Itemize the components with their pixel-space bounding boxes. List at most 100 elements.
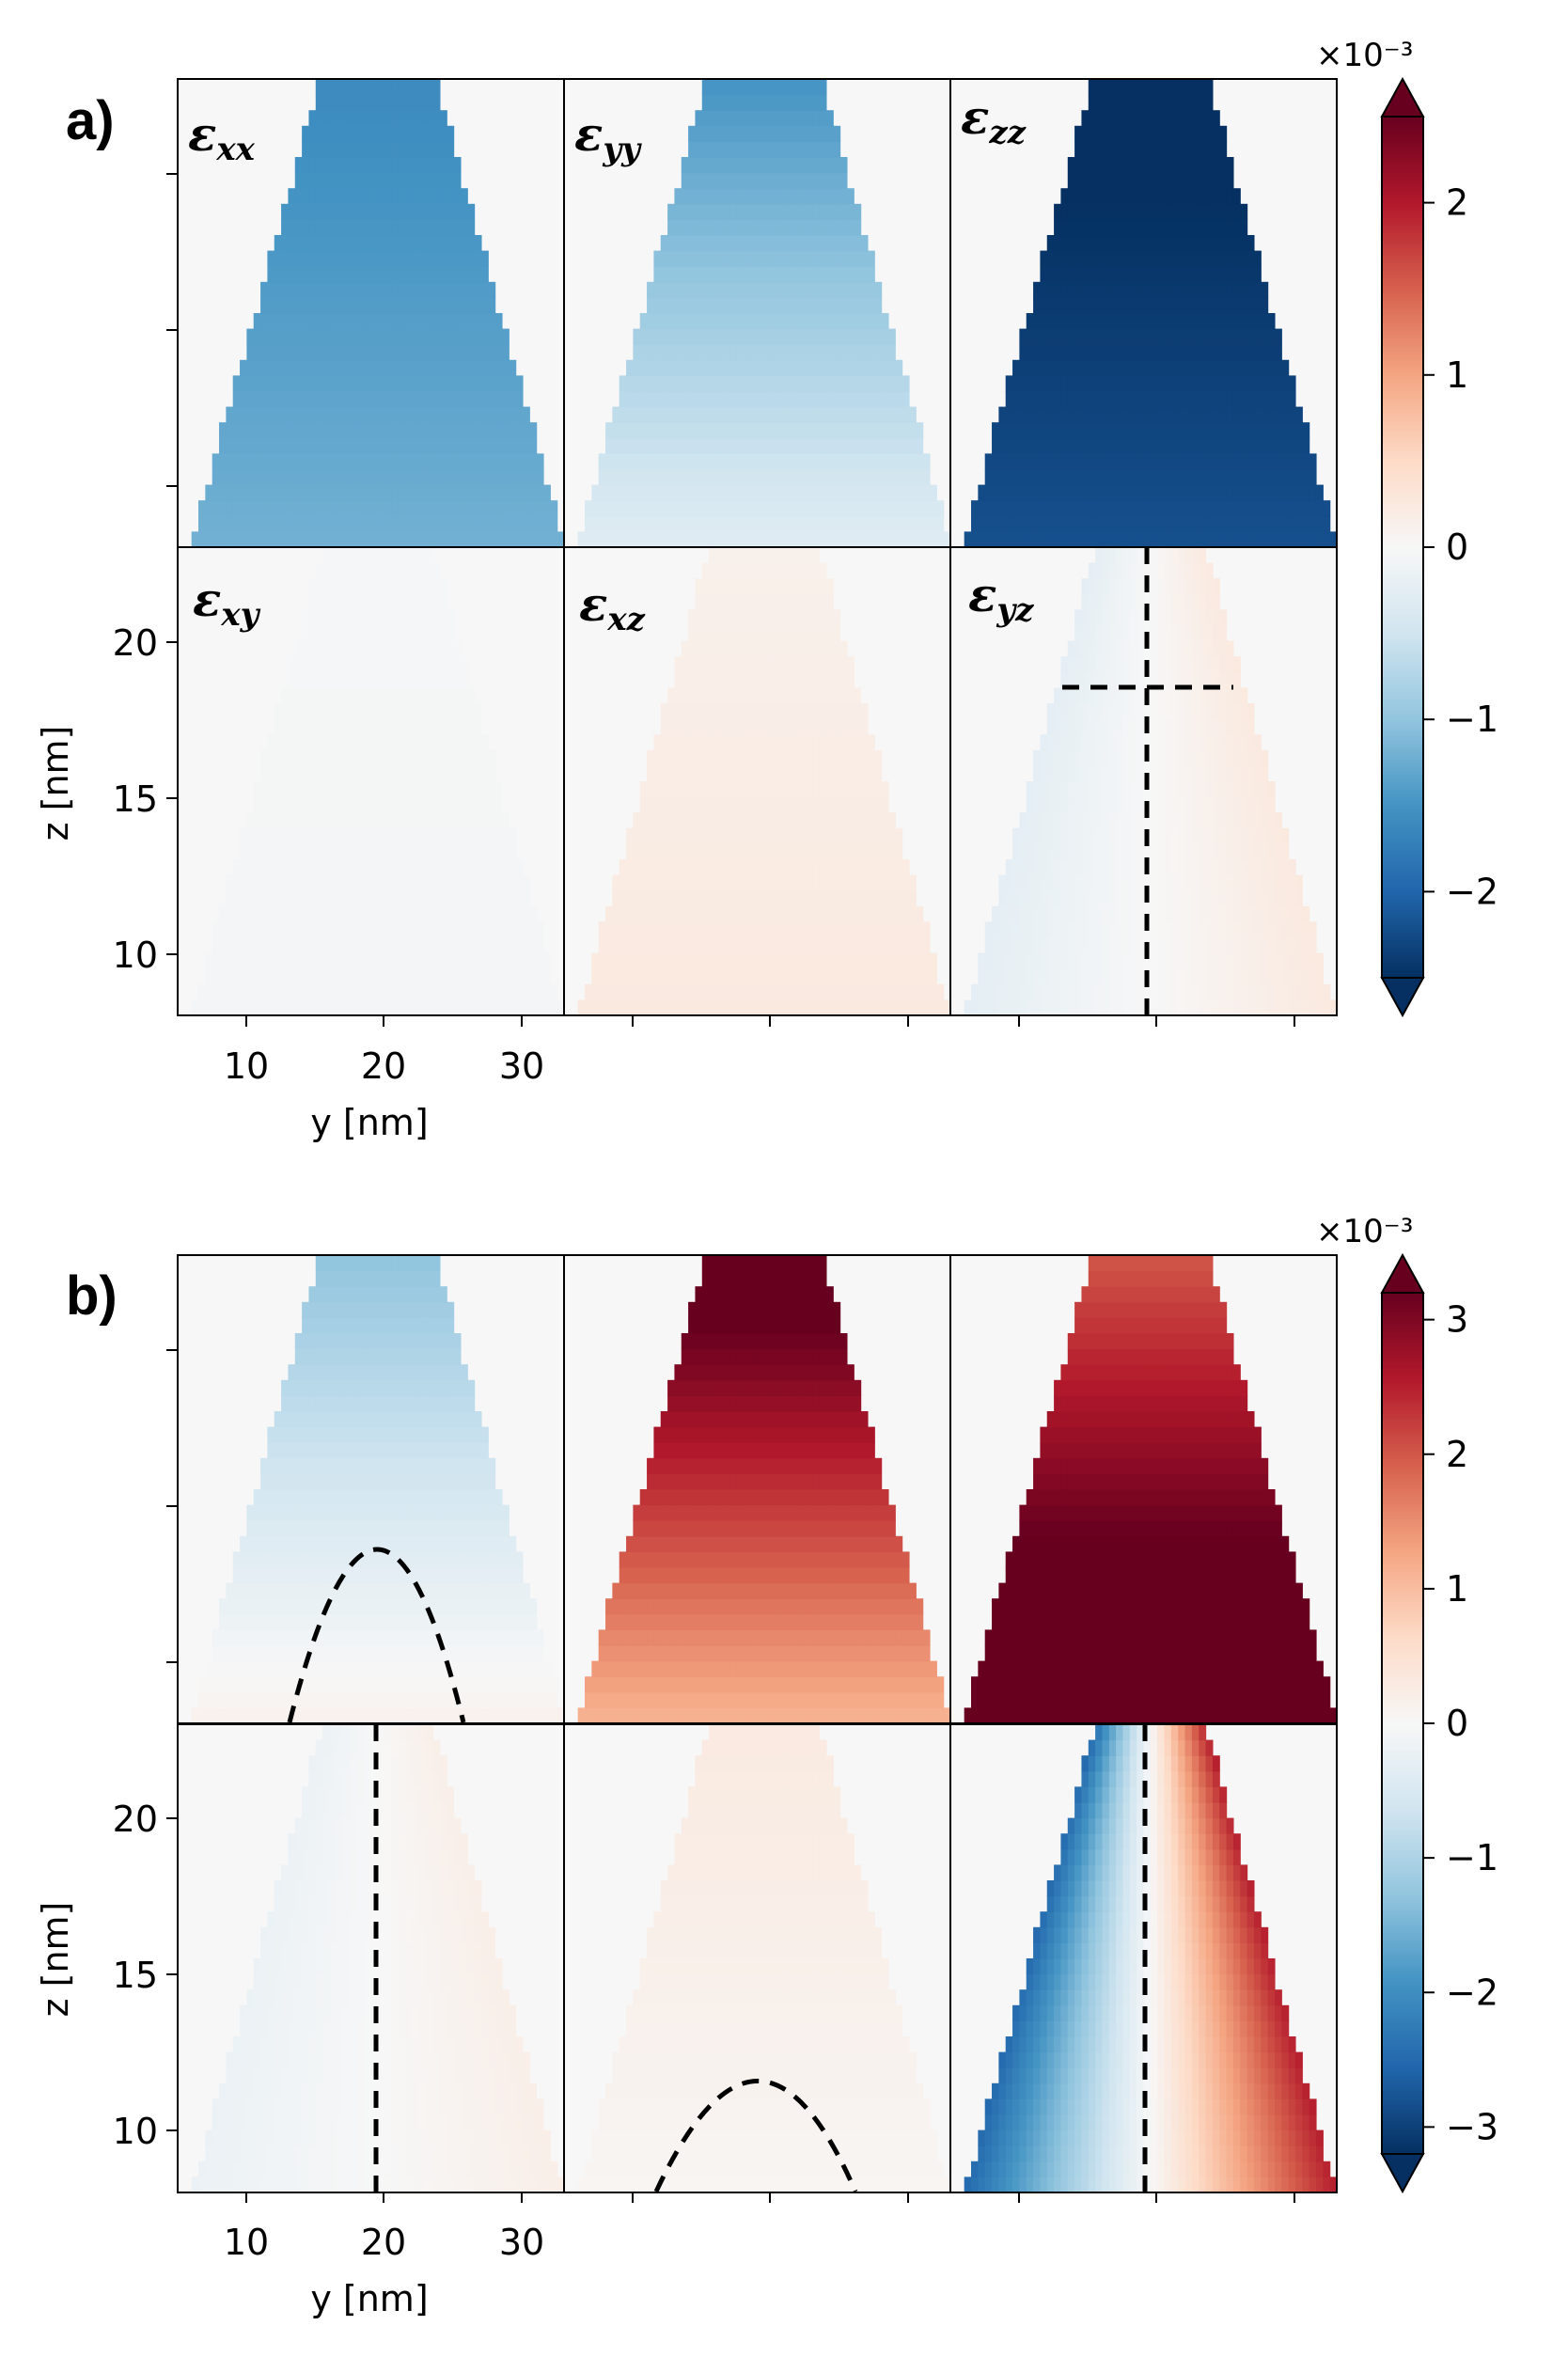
heatmap-cell	[1170, 406, 1179, 423]
heatmap-cell	[771, 406, 779, 423]
heatmap-cell	[743, 531, 751, 548]
heatmap-cell	[391, 515, 400, 532]
heatmap-cell	[336, 203, 344, 220]
heatmap-cell	[509, 484, 517, 501]
heatmap-cell	[715, 406, 724, 423]
heatmap-cell	[1212, 281, 1220, 298]
heatmap-cell	[805, 94, 813, 111]
heatmap-cell	[377, 266, 385, 283]
heatmap-cell	[819, 749, 827, 766]
heatmap-cell	[1219, 422, 1228, 439]
heatmap-cell	[812, 983, 821, 1000]
heatmap-cell	[660, 453, 668, 470]
heatmap-cell	[1137, 515, 1145, 532]
heatmap-cell	[356, 469, 365, 486]
heatmap-cell	[709, 515, 717, 532]
heatmap-cell	[1219, 188, 1228, 205]
heatmap-cell	[763, 391, 772, 408]
heatmap-cell	[494, 796, 503, 813]
heatmap-cell	[322, 406, 331, 423]
heatmap-cell	[722, 422, 730, 439]
heatmap-cell	[1191, 266, 1200, 283]
heatmap-cell	[598, 515, 606, 532]
heatmap-cell	[902, 515, 910, 532]
heatmap-cell	[467, 344, 476, 361]
heatmap-cell	[881, 328, 889, 345]
heatmap-cell	[784, 141, 792, 158]
heatmap-cell	[439, 500, 447, 517]
heatmap-cell	[908, 422, 917, 439]
heatmap-cell	[1088, 266, 1096, 283]
heatmap-cell	[777, 313, 786, 330]
heatmap-cell	[384, 203, 393, 220]
heatmap-cell	[825, 406, 834, 423]
heatmap-cell	[1116, 266, 1124, 283]
heatmap-cell	[1081, 297, 1090, 314]
heatmap-cell	[308, 500, 317, 517]
heatmap-cell	[343, 422, 352, 439]
heatmap-cell	[377, 531, 385, 548]
heatmap-cell	[867, 827, 875, 844]
heatmap-cell	[432, 874, 441, 891]
heatmap-cell	[771, 469, 779, 486]
heatmap-cell	[536, 999, 544, 1016]
heatmap-cell	[1116, 437, 1124, 454]
heatmap-cell	[757, 250, 765, 267]
heatmap-cell	[612, 937, 620, 954]
heatmap-cell	[750, 406, 759, 423]
heatmap-cell	[715, 453, 724, 470]
heatmap-cell	[288, 422, 296, 439]
heatmap-cell	[895, 484, 903, 501]
heatmap-cell	[1205, 313, 1214, 330]
heatmap-cell	[501, 422, 510, 439]
heatmap-cell	[1288, 500, 1296, 517]
heatmap-cell	[633, 890, 641, 907]
panel-label: a)	[66, 90, 115, 151]
heatmap-cell	[846, 859, 855, 876]
heatmap-cell	[364, 983, 372, 1000]
heatmap-cell	[777, 531, 786, 548]
heatmap-cell	[447, 921, 455, 938]
heatmap-cell	[805, 983, 813, 1000]
heatmap-cell	[336, 266, 344, 283]
heatmap-cell	[1288, 391, 1296, 408]
heatmap-cell	[1281, 406, 1290, 423]
heatmap-cell	[315, 484, 323, 501]
heatmap-cell	[240, 469, 247, 486]
heatmap-cell	[1074, 203, 1083, 220]
heatmap-cell	[418, 484, 427, 501]
heatmap-cell	[867, 453, 875, 470]
heatmap-cell	[887, 422, 896, 439]
heatmap-cell	[453, 469, 462, 486]
heatmap-cell	[1074, 266, 1083, 283]
heatmap-cell	[315, 157, 323, 174]
heatmap-cell	[784, 79, 792, 96]
heatmap-cell	[343, 593, 352, 610]
heatmap-cell	[377, 983, 385, 1000]
heatmap-cell	[232, 952, 241, 969]
heatmap-cell	[1122, 203, 1131, 220]
heatmap-cell	[695, 157, 703, 174]
heatmap-cell	[1074, 453, 1083, 470]
heatmap-cell	[467, 515, 476, 532]
heatmap-cell	[308, 219, 317, 236]
heatmap-cell	[453, 344, 462, 361]
heatmap-cell	[343, 734, 352, 751]
heatmap-cell	[757, 827, 765, 844]
heatmap-cell	[881, 937, 889, 954]
heatmap-cell	[750, 765, 759, 782]
heatmap-cell	[1143, 94, 1152, 111]
heatmap-cell	[460, 656, 468, 673]
heatmap-cell	[874, 328, 883, 345]
heatmap-cell	[798, 250, 807, 267]
heatmap-cell	[336, 453, 344, 470]
heatmap-cell	[439, 656, 447, 673]
heatmap-cell	[1143, 141, 1152, 158]
heatmap-cell	[494, 531, 503, 548]
heatmap-cell	[674, 266, 682, 283]
heatmap-cell	[805, 375, 813, 392]
heatmap-cell	[336, 656, 344, 673]
heatmap-cell	[370, 391, 379, 408]
heatmap-cell	[819, 437, 827, 454]
heatmap-cell	[1288, 531, 1296, 548]
